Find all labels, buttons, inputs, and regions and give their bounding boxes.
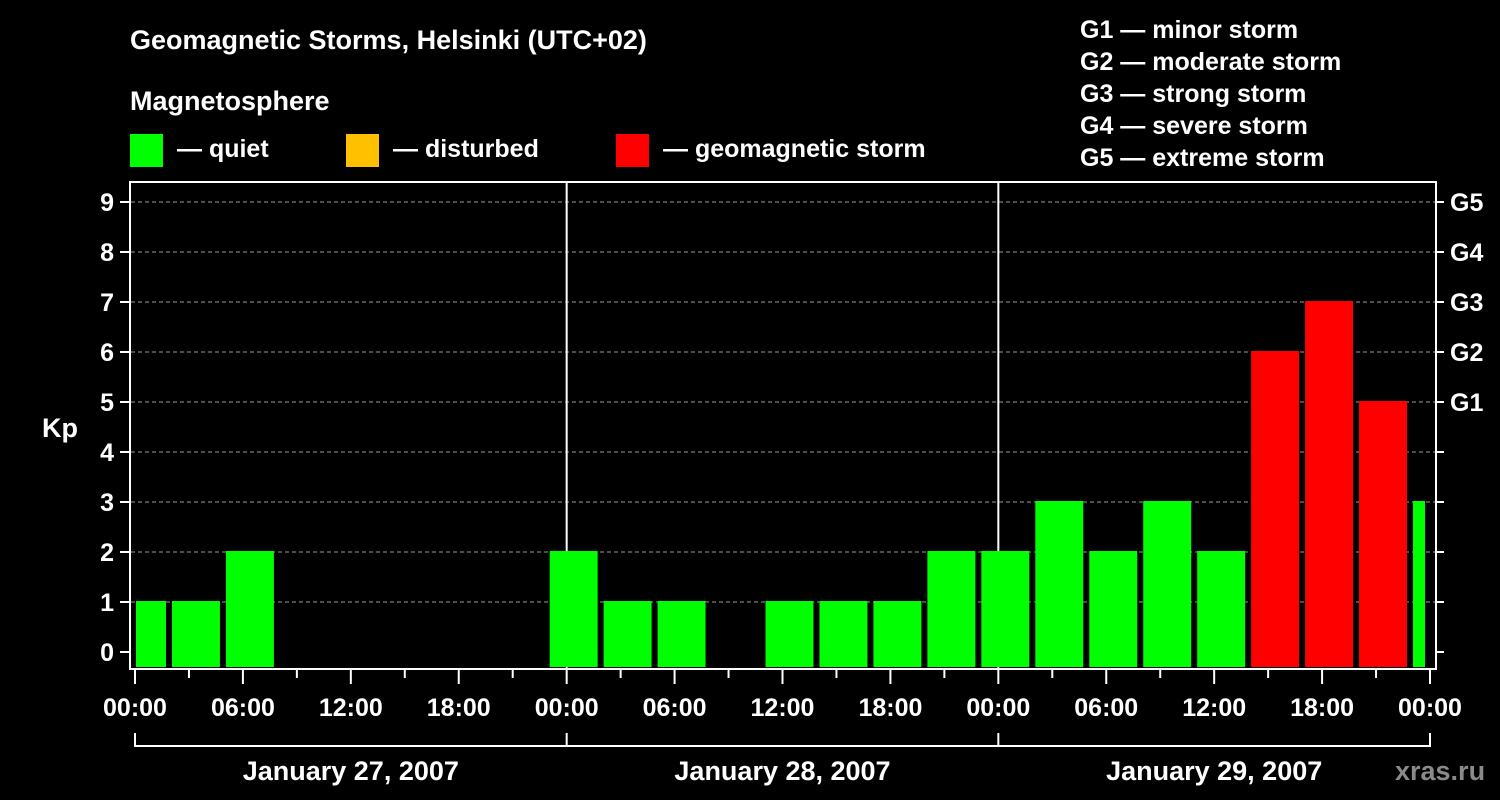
- kp-bar: [819, 601, 868, 667]
- kp-bar: [1413, 501, 1425, 667]
- storm-level-label: G3: [1450, 289, 1483, 317]
- x-tick-label: 18:00: [1290, 694, 1354, 722]
- legend-swatch-quiet: [130, 134, 163, 167]
- kp-bar: [1359, 401, 1408, 667]
- kp-bar: [1089, 551, 1138, 667]
- y-axis-label: Kp: [42, 413, 78, 443]
- storm-scale-g3: G3 — strong storm: [1080, 80, 1306, 108]
- x-tick-label: 00:00: [103, 694, 167, 722]
- kp-bar: [1251, 351, 1300, 667]
- legend-label-quiet: — quiet: [177, 135, 269, 163]
- y-tick-label: 0: [100, 639, 114, 667]
- y-tick-label: 8: [100, 239, 114, 267]
- x-tick-label: 06:00: [643, 694, 707, 722]
- storm-scale-g2: G2 — moderate storm: [1080, 48, 1341, 76]
- storm-scale-g1: G1 — minor storm: [1080, 16, 1298, 44]
- legend-swatch-storm: [616, 134, 649, 167]
- x-tick-label: 18:00: [858, 694, 922, 722]
- y-tick-label: 7: [100, 289, 114, 317]
- kp-bar: [927, 551, 976, 667]
- magnetosphere-label: Magnetosphere: [130, 86, 330, 116]
- y-tick-label: 3: [100, 489, 114, 517]
- kp-bar: [657, 601, 706, 667]
- chart-title: Geomagnetic Storms, Helsinki (UTC+02): [130, 25, 647, 55]
- y-tick-label: 9: [100, 189, 114, 217]
- kp-bar: [1305, 301, 1354, 667]
- y-tick-label: 5: [100, 389, 114, 417]
- kp-bar: [171, 601, 220, 667]
- date-label: January 27, 2007: [243, 756, 459, 786]
- y-tick-label: 1: [100, 589, 114, 617]
- x-tick-label: 18:00: [427, 694, 491, 722]
- x-tick-label: 12:00: [751, 694, 815, 722]
- legend-label-disturbed: — disturbed: [393, 135, 539, 163]
- x-tick-label: 00:00: [966, 694, 1030, 722]
- x-tick-label: 12:00: [1182, 694, 1246, 722]
- axis-layer: 0 1 2 3 4 5 6 7 8 9 G1 G2 G3 G4 G5 00:00 06:00 12:00 18:00…: [100, 189, 1483, 786]
- x-tick-label: 06:00: [1074, 694, 1138, 722]
- storm-scale-g4: G4 — severe storm: [1080, 112, 1308, 140]
- storm-level-label: G5: [1450, 189, 1483, 217]
- kp-bar: [603, 601, 652, 667]
- legend-label-storm: — geomagnetic storm: [663, 135, 926, 163]
- x-tick-label: 00:00: [1398, 694, 1462, 722]
- x-tick-label: 12:00: [319, 694, 383, 722]
- date-label: January 29, 2007: [1106, 756, 1322, 786]
- kp-bar: [765, 601, 814, 667]
- date-label: January 28, 2007: [674, 756, 890, 786]
- watermark: xras.ru: [1395, 756, 1485, 786]
- y-tick-label: 4: [100, 439, 114, 467]
- bar-layer: [136, 301, 1425, 667]
- kp-bar: [873, 601, 922, 667]
- kp-bar: [1197, 551, 1246, 667]
- storm-level-label: G4: [1450, 239, 1483, 267]
- storm-scale-g5: G5 — extreme storm: [1080, 144, 1325, 172]
- storm-level-label: G1: [1450, 389, 1483, 417]
- kp-bar: [1035, 501, 1084, 667]
- y-tick-label: 6: [100, 339, 114, 367]
- legend-swatch-disturbed: [346, 134, 379, 167]
- kp-bar: [136, 601, 166, 667]
- kp-bar: [225, 551, 274, 667]
- x-tick-label: 00:00: [535, 694, 599, 722]
- x-tick-label: 06:00: [211, 694, 275, 722]
- kp-bar: [1143, 501, 1192, 667]
- kp-bar: [981, 551, 1030, 667]
- y-tick-label: 2: [100, 539, 114, 567]
- kp-bar: [549, 551, 598, 667]
- storm-level-label: G2: [1450, 339, 1483, 367]
